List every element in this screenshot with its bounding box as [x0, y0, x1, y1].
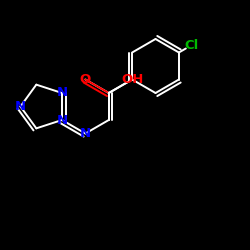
Text: N: N [56, 114, 68, 126]
Text: N: N [15, 100, 26, 113]
Text: OH: OH [121, 73, 143, 86]
Text: Cl: Cl [184, 39, 198, 52]
Text: N: N [56, 86, 68, 100]
Text: N: N [80, 127, 91, 140]
Text: O: O [80, 73, 91, 86]
